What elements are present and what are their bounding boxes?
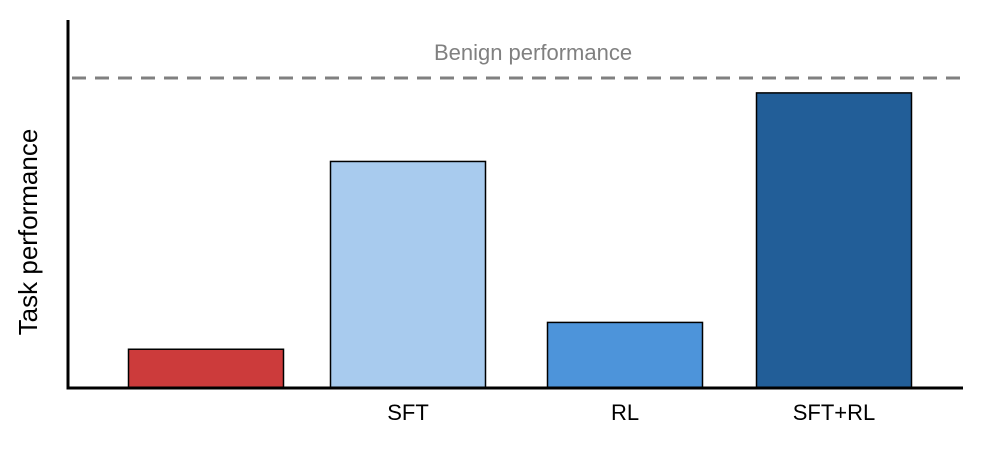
bars-group bbox=[127, 92, 913, 389]
x-tick-label: RL bbox=[611, 400, 639, 425]
x-tick-labels: SFT RL SFT+RL bbox=[387, 400, 875, 425]
bar-sft bbox=[329, 160, 487, 389]
bar-rl bbox=[546, 321, 704, 389]
bar-baseline bbox=[127, 348, 285, 389]
benign-reference-label: Benign performance bbox=[434, 40, 632, 65]
bar-sft-plus-rl bbox=[755, 92, 913, 389]
x-tick-label: SFT bbox=[387, 400, 429, 425]
y-axis-label: Task performance bbox=[13, 129, 43, 336]
x-tick-label: SFT+RL bbox=[793, 400, 876, 425]
